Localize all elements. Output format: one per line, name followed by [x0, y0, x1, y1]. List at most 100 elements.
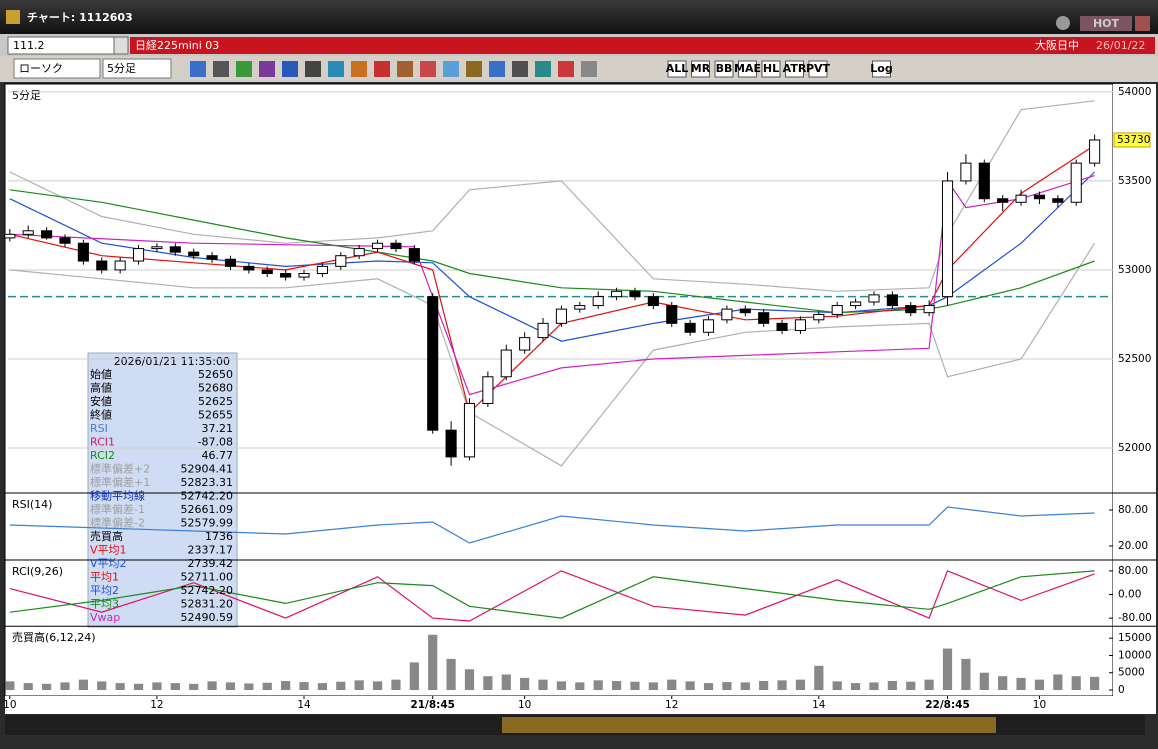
tool-button[interactable] [872, 60, 891, 78]
tool-button[interactable] [714, 60, 734, 78]
tool-button[interactable] [785, 60, 804, 78]
tool-icon[interactable] [535, 61, 551, 77]
tool-icon[interactable] [282, 61, 298, 77]
candle-body [831, 305, 843, 315]
volume-bar [906, 681, 916, 690]
tool-icon[interactable] [374, 61, 390, 77]
volume-bar [446, 658, 456, 690]
y-tick-label: 53000 [1118, 264, 1151, 276]
volume-bar [648, 682, 658, 690]
volume-bar [850, 683, 861, 690]
candle-body [41, 230, 53, 239]
series-line [9, 171, 1096, 342]
info-label: 平均3 [90, 598, 119, 611]
info-value: 52579.99 [181, 517, 234, 530]
volume-bar [189, 683, 199, 690]
volume-bar [5, 681, 15, 690]
tool-label: HL [763, 62, 779, 75]
axis-area [1113, 84, 1156, 696]
tool-button[interactable] [761, 60, 781, 78]
last-price-label: 53730 [1117, 134, 1150, 146]
volume-bar [556, 681, 567, 690]
candle-body [794, 319, 806, 331]
volume-bar [942, 648, 953, 690]
volume-bar [152, 682, 162, 690]
info-label: 標準偏差-2 [90, 516, 145, 530]
y-tick-label: 52000 [1118, 442, 1151, 454]
candle-body [77, 242, 89, 262]
candle-body [1089, 139, 1101, 164]
close-button[interactable] [1135, 16, 1150, 31]
tool-icon[interactable] [328, 61, 344, 77]
title-bar [0, 0, 1158, 34]
volume-bar [1071, 676, 1081, 690]
scroller-thumb[interactable] [502, 717, 996, 733]
tool-icon[interactable] [259, 61, 275, 77]
volume-bar [703, 683, 714, 690]
tool-icon[interactable] [351, 61, 367, 77]
x-tick-label: 22/8:45 [925, 699, 970, 711]
help-button[interactable] [1056, 16, 1070, 30]
candle-body [776, 322, 788, 331]
tool-icon[interactable] [558, 61, 574, 77]
candle-body [905, 305, 917, 314]
candle-body [702, 319, 715, 333]
tool-button[interactable] [738, 60, 757, 78]
style-select[interactable] [13, 58, 101, 79]
volume-bar [464, 669, 475, 690]
info-value: 52831.20 [181, 598, 234, 611]
volume-bar [483, 676, 493, 690]
x-tick-label: 10 [518, 699, 531, 711]
tool-icon[interactable] [489, 61, 505, 77]
tool-icon[interactable] [397, 61, 413, 77]
tool-icon[interactable] [420, 61, 436, 77]
hot-button[interactable] [1080, 16, 1132, 31]
tool-icon[interactable] [236, 61, 252, 77]
tool-icon[interactable] [190, 61, 206, 77]
series-line [9, 242, 1096, 467]
last-price-box [1113, 132, 1151, 148]
tool-icon[interactable] [213, 61, 229, 77]
candle-body [1015, 194, 1027, 203]
volume-bar [299, 682, 309, 690]
hot-label: HOT [1093, 17, 1120, 30]
info-label: 終値 [90, 408, 112, 422]
code-dropdown[interactable] [113, 36, 129, 55]
y-tick-label: 20.00 [1118, 540, 1148, 552]
panel-title: RSI(14) [12, 498, 52, 511]
volume-bar [409, 662, 419, 690]
candle-body [555, 308, 567, 324]
tool-icon[interactable] [581, 61, 597, 77]
info-label: 安値 [90, 394, 112, 408]
tool-icon[interactable] [443, 61, 459, 77]
tool-label: ALL [666, 62, 689, 75]
tool-button[interactable] [808, 60, 828, 78]
info-label: 平均1 [90, 571, 119, 584]
tool-icon[interactable] [466, 61, 482, 77]
volume-bar [777, 680, 787, 690]
info-value: 52625 [198, 395, 233, 408]
info-value: 52742.20 [181, 584, 234, 597]
interval-select[interactable] [102, 58, 172, 79]
tool-icon[interactable] [305, 61, 321, 77]
tool-label: Log [870, 62, 892, 75]
app-icon [6, 10, 20, 24]
candle-body [941, 180, 954, 298]
candle-body [408, 248, 420, 262]
toolbar [0, 56, 1158, 82]
session: 大阪日中 [1035, 38, 1079, 52]
tool-button[interactable] [691, 60, 710, 78]
volume-bar [1090, 676, 1100, 690]
tool-button[interactable] [667, 60, 687, 78]
tool-icon[interactable] [512, 61, 528, 77]
candle-body [280, 273, 292, 278]
volume-bar [667, 679, 677, 690]
info-label: 高値 [90, 381, 112, 395]
volume-bar [78, 679, 88, 690]
volume-bar [961, 658, 971, 690]
volume-bar [133, 683, 144, 690]
y-tick-label: 15000 [1118, 632, 1151, 644]
candle-body [353, 248, 365, 257]
volume-bar [795, 679, 806, 690]
